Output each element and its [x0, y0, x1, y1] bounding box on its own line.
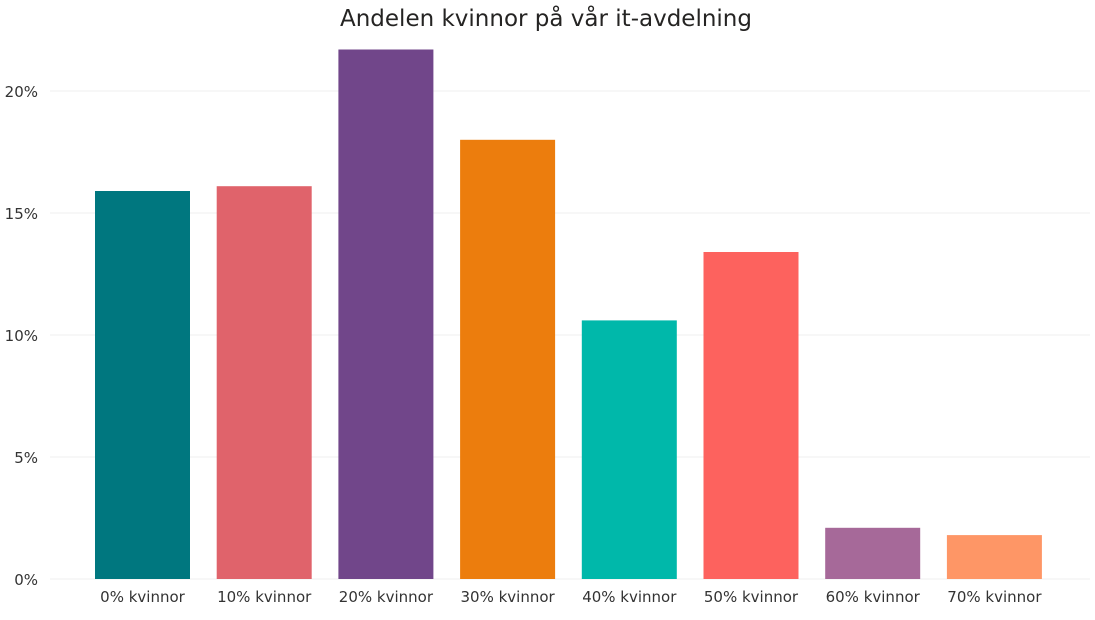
y-axis: 0% 5% 10% 15% 20% [5, 83, 38, 589]
x-axis: 0% kvinnor 10% kvinnor 20% kvinnor 30% kvin… [100, 588, 1042, 606]
x-tick-label: 50% kvinnor [704, 588, 799, 606]
x-tick-label: 20% kvinnor [339, 588, 434, 606]
x-tick-label: 30% kvinnor [460, 588, 555, 606]
x-tick-label: 70% kvinnor [947, 588, 1042, 606]
y-tick-label: 5% [14, 449, 38, 467]
x-tick-label: 60% kvinnor [826, 588, 921, 606]
bar[interactable] [95, 191, 190, 579]
bar[interactable] [825, 527, 921, 579]
bar[interactable] [338, 49, 434, 580]
bar[interactable] [460, 139, 556, 580]
bar[interactable] [581, 320, 677, 579]
y-tick-label: 10% [5, 327, 38, 345]
x-tick-label: 40% kvinnor [582, 588, 677, 606]
y-tick-label: 20% [5, 83, 38, 101]
chart-title: Andelen kvinnor på vår it-avdelning [340, 4, 752, 32]
x-tick-label: 0% kvinnor [100, 588, 185, 606]
bars [95, 49, 1042, 580]
bar[interactable] [703, 252, 799, 579]
grid-lines [50, 90, 1090, 580]
bar[interactable] [216, 186, 312, 579]
y-tick-label: 15% [5, 205, 38, 223]
bar[interactable] [946, 535, 1042, 579]
y-tick-label: 0% [14, 571, 38, 589]
x-tick-label: 10% kvinnor [217, 588, 312, 606]
